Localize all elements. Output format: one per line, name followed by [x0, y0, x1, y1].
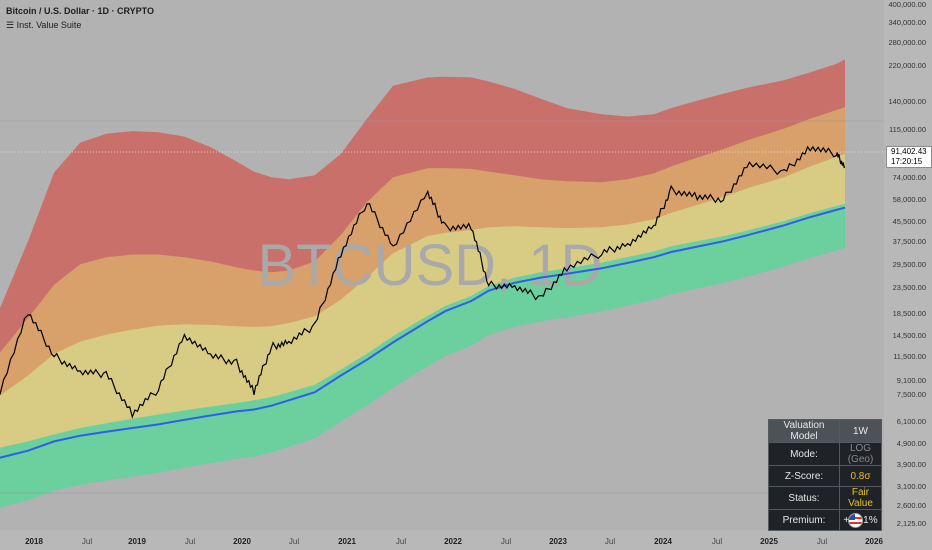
table-row-value: 0.8σ — [839, 465, 882, 487]
y-tick-label: 23,500.00 — [893, 283, 926, 292]
x-tick-label: 2025 — [760, 537, 778, 546]
symbol-watermark: BTCUSD, 1D — [258, 233, 603, 298]
y-tick-label: 6,100.00 — [897, 417, 926, 426]
y-tick-label: 9,100.00 — [897, 376, 926, 385]
table-row-label: Mode: — [768, 442, 840, 466]
x-tick-label: Jul — [501, 537, 511, 546]
x-tick-label: Jul — [185, 537, 195, 546]
last-price-label: 91,402.43 17:20:15 — [886, 146, 932, 168]
x-tick-label: Jul — [817, 537, 827, 546]
us-flag-icon[interactable] — [849, 514, 862, 527]
table-row-label: Premium: — [768, 509, 840, 531]
x-tick-label: 2022 — [444, 537, 462, 546]
table-header-row: Valuation Model 1W — [768, 419, 882, 443]
y-tick-label: 2,125.00 — [897, 519, 926, 528]
indicator-label[interactable]: ☰ Inst. Value Suite — [6, 20, 82, 30]
x-tick-label: 2026 — [865, 537, 883, 546]
table-row: Z-Score: 0.8σ — [768, 465, 882, 487]
table-row: Status: Fair Value — [768, 486, 882, 510]
y-tick-label: 11,500.00 — [893, 352, 926, 361]
y-tick-label: 400,000.00 — [888, 0, 926, 9]
price-line — [0, 145, 846, 419]
y-tick-label: 74,000.00 — [893, 173, 926, 182]
y-tick-label: 140,000.00 — [888, 97, 926, 106]
table-row-value: LOG (Geo) — [839, 442, 882, 466]
y-tick-label: 58,000.00 — [893, 195, 926, 204]
mean-value-line — [0, 206, 846, 459]
x-tick-label: 2020 — [233, 537, 251, 546]
x-tick-label: 2021 — [338, 537, 356, 546]
last-price-value: 91,402.43 — [891, 147, 927, 156]
table-row: Premium: +64.1% — [768, 509, 882, 531]
table-row-label: Status: — [768, 486, 840, 510]
price-axis[interactable] — [884, 0, 932, 550]
bar-countdown: 17:20:15 — [891, 157, 923, 166]
x-tick-label: 2018 — [25, 537, 43, 546]
y-tick-label: 3,900.00 — [897, 460, 926, 469]
y-tick-label: 340,000.00 — [888, 18, 926, 27]
y-tick-label: 3,100.00 — [897, 482, 926, 491]
x-tick-label: Jul — [289, 537, 299, 546]
y-tick-label: 29,500.00 — [893, 260, 926, 269]
y-tick-label: 2,600.00 — [897, 501, 926, 510]
y-tick-label: 280,000.00 — [888, 38, 926, 47]
x-tick-label: Jul — [396, 537, 406, 546]
x-tick-label: 2024 — [654, 537, 672, 546]
y-tick-label: 37,500.00 — [893, 237, 926, 246]
x-tick-label: 2019 — [128, 537, 146, 546]
table-row-value: Fair Value — [839, 486, 882, 510]
table-header-title: Valuation Model — [768, 419, 840, 443]
y-tick-label: 4,900.00 — [897, 439, 926, 448]
y-tick-label: 14,500.00 — [893, 331, 926, 340]
valuation-table: Valuation Model 1W Mode: LOG (Geo) Z-Sco… — [768, 419, 882, 531]
y-tick-label: 45,500.00 — [893, 217, 926, 226]
y-tick-label: 220,000.00 — [888, 61, 926, 70]
time-axis[interactable] — [0, 530, 884, 550]
band-floor-mask — [0, 248, 846, 550]
x-tick-label: Jul — [82, 537, 92, 546]
table-header-timeframe: 1W — [839, 419, 882, 443]
table-row: Mode: LOG (Geo) — [768, 442, 882, 466]
x-tick-label: Jul — [712, 537, 722, 546]
x-tick-label: 2023 — [549, 537, 567, 546]
y-tick-label: 7,500.00 — [897, 390, 926, 399]
x-tick-label: Jul — [605, 537, 615, 546]
chart-title: Bitcoin / U.S. Dollar · 1D · CRYPTO — [6, 6, 155, 16]
series-lines — [0, 145, 846, 459]
y-tick-label: 18,500.00 — [893, 309, 926, 318]
table-row-label: Z-Score: — [768, 465, 840, 487]
valuation-bands — [0, 59, 846, 550]
y-tick-label: 115,000.00 — [889, 125, 926, 134]
